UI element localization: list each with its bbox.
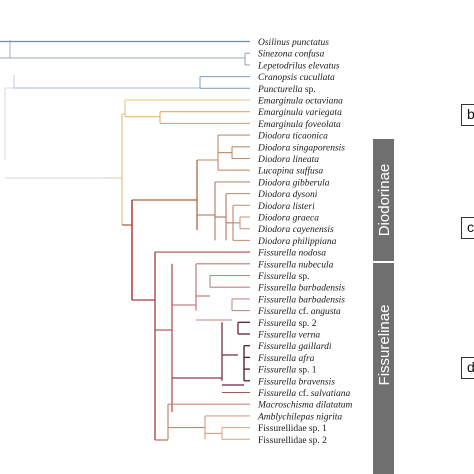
- panel-c-letter: c: [467, 219, 474, 235]
- taxon-name: Emarginula octaviana: [257, 97, 343, 107]
- taxon-label: Emarginula octaviana: [257, 97, 343, 107]
- taxon-label: Fissurella verna: [257, 331, 320, 341]
- taxon-epithet: angusta: [311, 307, 341, 317]
- taxon-label: Diodora ticaonica: [257, 132, 328, 142]
- taxon-name: Fissurella nodosa: [257, 249, 326, 259]
- panel-d-label: d: [461, 357, 474, 379]
- taxon-label: Puncturella sp.: [257, 85, 316, 95]
- taxon-label: Fissurella gaillardi: [257, 342, 332, 352]
- taxon-label: Diodora graeca: [257, 214, 319, 224]
- taxon-name: Lucapina suffusa: [257, 166, 323, 177]
- taxon-name: Diodora singaporensis: [257, 143, 345, 153]
- taxon-name: Fissurella afra: [257, 353, 315, 364]
- taxon-label: Emarginula variegata: [257, 108, 342, 118]
- taxon-qualifier: sp.: [296, 272, 309, 282]
- taxon-label: Fissurella cf. salvatiana: [257, 388, 351, 399]
- taxon-label: Fissurella sp.: [257, 272, 309, 282]
- taxon-label: Diodora philippiana: [257, 237, 337, 247]
- taxon-label: Diodora lineata: [257, 155, 319, 165]
- clade-label-diodorinae: Diodorinae: [376, 164, 393, 237]
- taxon-name: Diodora cayenensis: [257, 225, 334, 235]
- taxon-name: Fissurella barbadensis: [257, 295, 345, 305]
- taxon-name: Sinezona confusa: [258, 49, 324, 60]
- clade-bar-fissurelinae: [373, 263, 394, 474]
- taxon-name: Diodora ticaonica: [257, 132, 328, 142]
- taxon-label: Fissurella bravensis: [257, 377, 335, 387]
- clade-bar-diodorinae: [373, 139, 394, 261]
- taxon-label: Diodora gibberula: [257, 178, 330, 188]
- taxon-name: Diodora dysoni: [257, 190, 318, 200]
- taxon-name: Diodora philippiana: [257, 237, 337, 247]
- taxon-name: Diodora graeca: [257, 214, 319, 224]
- taxon-label: Diodora dysoni: [257, 190, 318, 200]
- taxon-label: Fissurella barbadensis: [257, 284, 345, 294]
- panel-b-letter: b: [467, 106, 474, 122]
- taxon-label: Sinezona confusa: [258, 49, 324, 60]
- taxon-label: Fissurella sp. 1: [257, 366, 317, 376]
- taxon-qualifier: sp. 2: [296, 319, 317, 329]
- taxon-name: Fissurella nubecula: [257, 260, 334, 270]
- taxon-label: Fissurella afra: [257, 353, 315, 364]
- taxon-label: Fissurella nodosa: [257, 249, 326, 259]
- taxon-label: Osilinus punctatus: [258, 38, 329, 48]
- taxon-name: Osilinus punctatus: [258, 38, 329, 48]
- taxon-name: Diodora lineata: [257, 155, 319, 165]
- taxon-label: Emarginula foveolata: [257, 119, 341, 130]
- taxon-label: Diodora listeri: [257, 202, 315, 212]
- taxon-label: Fissurellidae sp. 2: [258, 436, 327, 446]
- taxon-label: Fissurella cf. angusta: [257, 306, 341, 317]
- taxon-name: Fissurella: [257, 319, 296, 329]
- taxon-label: Macroschisma dilatatum: [257, 401, 353, 411]
- panel-b-label: b: [461, 104, 474, 126]
- taxon-label: Fissurella sp. 2: [257, 319, 317, 329]
- taxon-name: Fissurella barbadensis: [257, 284, 345, 294]
- taxon-label: Fissurellidae sp. 1: [258, 424, 327, 434]
- taxon-name: Fissurella: [257, 366, 296, 376]
- taxon-name: Fissurella: [257, 272, 296, 282]
- clade-label-fissurelinae: Fissurelinae: [376, 305, 393, 386]
- taxon-label: Lepetodrilus elevatus: [257, 61, 340, 71]
- taxon-label: Lucapina suffusa: [257, 166, 323, 177]
- taxon-name: Diodora gibberula: [257, 178, 330, 188]
- taxon-name: Lepetodrilus elevatus: [257, 61, 340, 71]
- taxon-name: Fissurella: [257, 307, 296, 317]
- taxon-label: Fissurella barbadensis: [257, 295, 345, 305]
- taxon-name: Emarginula foveolata: [257, 119, 341, 130]
- panel-d-letter: d: [467, 359, 474, 375]
- taxon-name: Fissurella gaillardi: [257, 342, 332, 352]
- taxon-name: Fissurella verna: [257, 331, 320, 341]
- taxon-qualifier: sp.: [303, 85, 316, 95]
- taxon-qualifier: cf.: [296, 306, 311, 317]
- taxon-name: Fissurella: [257, 389, 296, 399]
- taxon-name: Puncturella: [257, 85, 303, 95]
- taxon-qualifier: cf.: [296, 388, 311, 399]
- taxon-name: Fissurellidae sp. 1: [258, 424, 327, 434]
- taxon-name: Diodora listeri: [257, 202, 315, 212]
- taxon-label: Diodora cayenensis: [257, 225, 334, 235]
- panel-c-label: c: [461, 217, 474, 239]
- taxon-epithet: salvatiana: [311, 389, 351, 399]
- taxon-label: Cranopsis cucullata: [258, 73, 335, 83]
- taxon-name: Emarginula variegata: [257, 108, 342, 118]
- taxon-name: Amblychilepas nigrita: [257, 412, 342, 422]
- taxon-label: Amblychilepas nigrita: [257, 412, 342, 422]
- taxon-qualifier: sp. 1: [296, 366, 317, 376]
- taxon-name: Cranopsis cucullata: [258, 73, 335, 83]
- taxon-name: Macroschisma dilatatum: [257, 401, 353, 411]
- taxon-label: Fissurella nubecula: [257, 260, 334, 270]
- taxon-name: Fissurellidae sp. 2: [258, 436, 327, 446]
- taxon-name: Fissurella bravensis: [257, 377, 335, 387]
- taxon-label: Diodora singaporensis: [257, 143, 345, 153]
